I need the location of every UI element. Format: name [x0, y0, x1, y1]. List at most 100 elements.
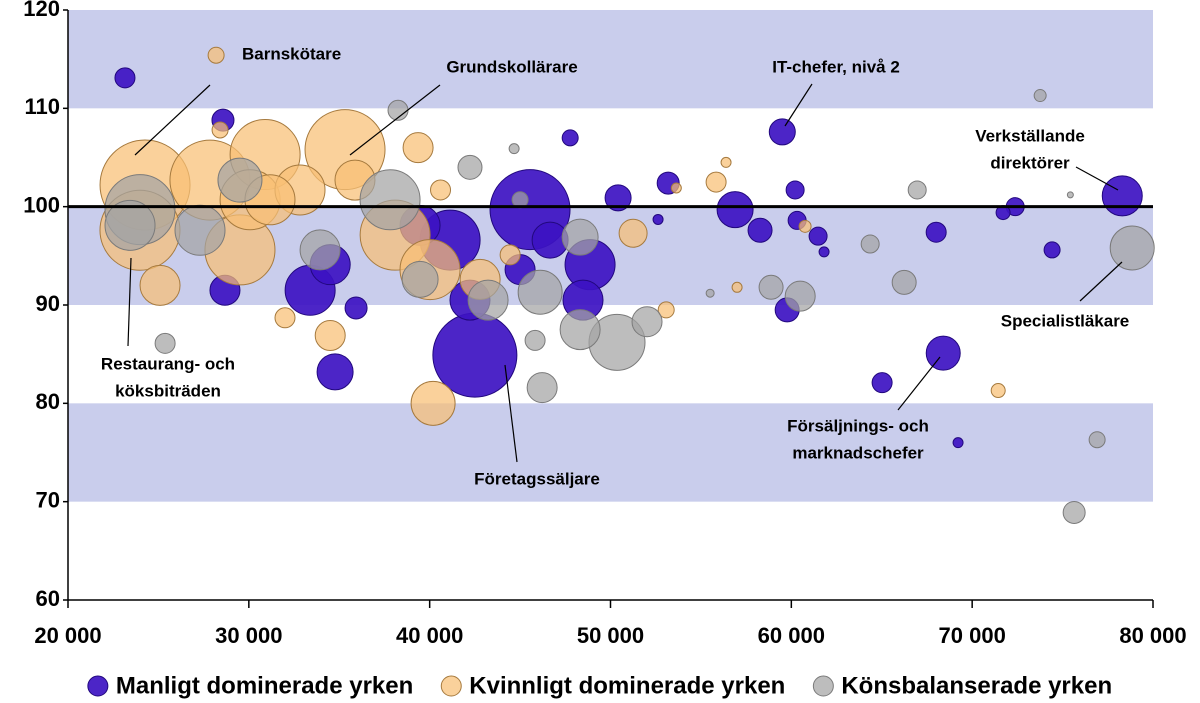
annotation-line — [1079, 261, 1123, 302]
bubble — [274, 307, 296, 329]
bubble — [1062, 500, 1086, 524]
bubble — [139, 264, 181, 306]
x-tick-label: 40 000 — [396, 623, 463, 648]
y-tick-label: 60 — [36, 586, 60, 611]
legend-label: Manligt dominerade yrken — [116, 672, 413, 699]
bubble — [561, 129, 579, 147]
bubble — [652, 213, 664, 225]
y-tick-label: 100 — [23, 192, 60, 217]
bubble — [631, 306, 663, 338]
bubble — [768, 118, 796, 146]
band — [68, 10, 1153, 109]
x-tick-label: 60 000 — [758, 623, 825, 648]
y-tick-label: 110 — [25, 94, 61, 119]
bubble — [401, 260, 439, 298]
x-tick-label: 70 000 — [939, 623, 1006, 648]
annotation: Specialistläkare — [1001, 311, 1130, 330]
x-tick-label: 30 000 — [215, 623, 282, 648]
bubble — [871, 372, 893, 394]
bubble — [1101, 175, 1143, 217]
annotation-line — [127, 257, 132, 347]
annotation-line — [134, 84, 211, 156]
bubble — [705, 171, 727, 193]
bubble — [526, 372, 558, 404]
bubble — [785, 180, 805, 200]
annotation-line — [1075, 166, 1119, 191]
annotation-line — [504, 364, 518, 463]
x-tick-label: 20 000 — [34, 623, 101, 648]
annotation: Verkställande — [975, 126, 1085, 145]
bubble — [114, 67, 136, 89]
annotation-line — [349, 84, 441, 156]
bubble — [720, 156, 732, 168]
legend-label: Könsbalanserade yrken — [841, 672, 1112, 699]
bubble — [818, 246, 830, 258]
bubble — [657, 301, 675, 319]
bubble — [907, 180, 927, 200]
bubble — [154, 332, 176, 354]
annotation: direktörer — [990, 153, 1070, 172]
bubble — [731, 281, 743, 293]
bubble — [314, 319, 346, 351]
legend-marker — [812, 675, 834, 697]
bubble — [359, 169, 421, 231]
bubble — [211, 121, 229, 139]
bubble — [299, 229, 341, 271]
bubble — [457, 154, 483, 180]
bubble — [604, 184, 632, 212]
annotation: Grundskollärare — [446, 57, 577, 76]
bubble — [891, 269, 917, 295]
bubble — [499, 244, 521, 266]
annotation: Restaurang- och — [101, 354, 235, 373]
annotation: köksbiträden — [115, 381, 221, 400]
bubble — [104, 199, 156, 251]
bubble — [402, 132, 434, 164]
bubble — [618, 218, 648, 248]
bubble — [561, 218, 599, 256]
annotation: marknadschefer — [792, 443, 924, 462]
bubble — [784, 280, 816, 312]
x-tick-label: 50 000 — [577, 623, 644, 648]
bubble — [174, 204, 226, 256]
annotation: Försäljnings- och — [787, 416, 929, 435]
bubble — [316, 353, 354, 391]
legend-marker — [440, 675, 462, 697]
bubble — [410, 380, 456, 426]
bubble — [716, 191, 754, 229]
bubble — [1033, 89, 1047, 103]
y-tick-label: 120 — [23, 0, 60, 21]
annotation: Barnskötare — [242, 44, 341, 63]
bubble — [524, 329, 546, 351]
x-tick-label: 80 000 — [1119, 623, 1186, 648]
bubble — [808, 226, 828, 246]
bubble — [344, 296, 368, 320]
bubble — [925, 335, 961, 371]
legend-label: Kvinnligt dominerade yrken — [469, 672, 785, 699]
legend: Manligt dominerade yrken Kvinnligt domine… — [87, 672, 1112, 699]
band — [68, 403, 1153, 502]
bubble — [217, 157, 263, 203]
bubble — [207, 46, 225, 64]
bubble — [1066, 191, 1074, 199]
bubble — [467, 279, 509, 321]
bubble — [798, 219, 812, 233]
annotation-line — [897, 356, 941, 411]
legend-marker — [87, 675, 109, 697]
bubble — [430, 179, 452, 201]
y-tick-label: 80 — [36, 389, 60, 414]
bubble — [508, 143, 520, 155]
bubble — [990, 383, 1006, 399]
y-tick-label: 70 — [36, 487, 60, 512]
bubble — [670, 182, 682, 194]
bubble — [705, 288, 715, 298]
bubble — [1109, 225, 1155, 271]
bubble — [747, 217, 773, 243]
bubble — [758, 274, 784, 300]
annotation-line — [784, 83, 813, 127]
annotation: IT-chefer, nivå 2 — [772, 57, 900, 76]
bubble — [952, 437, 964, 449]
y-tick-label: 90 — [36, 291, 60, 316]
bubble — [1043, 241, 1061, 259]
bubble — [925, 221, 947, 243]
